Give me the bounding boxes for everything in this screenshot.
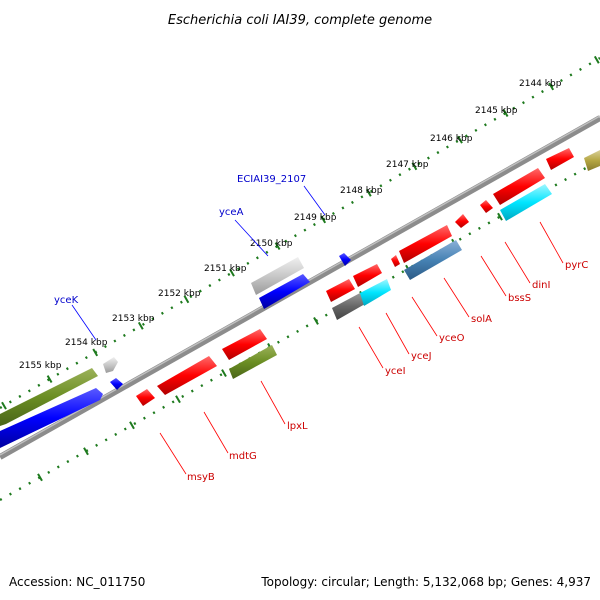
gene-label-mdtG[interactable]: mdtG <box>229 451 257 462</box>
gene-feature-red-pyrC[interactable] <box>546 148 574 170</box>
accession-text: Accession: NC_011750 <box>9 575 145 589</box>
tick-label-2150: 2150 kbp <box>250 239 293 249</box>
gene-feature-ECIAI39_2107[interactable] <box>339 253 351 266</box>
connector-yceJ <box>385 312 410 355</box>
gene-feature-olive-reverse[interactable] <box>229 345 277 379</box>
connector-bssS <box>480 255 507 297</box>
outer-tick-7 <box>320 215 327 224</box>
tick-label-2153: 2153 kbp <box>112 314 155 324</box>
connector-pyrC <box>539 221 564 264</box>
tick-label-2152: 2152 kbp <box>158 289 201 299</box>
gene-feature-red-1[interactable] <box>136 389 155 406</box>
outer-tick-13 <box>593 55 600 64</box>
tick-label-2148: 2148 kbp <box>340 186 383 196</box>
gene-feature-red-bssS[interactable] <box>455 214 469 228</box>
connector-yceA <box>234 219 269 257</box>
outer-tick-3 <box>137 321 144 330</box>
outer-tick-9 <box>411 162 418 171</box>
outer-tick-track <box>0 55 600 410</box>
connector-ECIAI39_2107 <box>303 185 326 216</box>
outer-tick-0 <box>1 401 7 410</box>
gene-feature-olive-forward[interactable] <box>0 368 98 426</box>
gene-feature-red-solA[interactable] <box>399 225 452 263</box>
tick-labels: 2144 kbp 2145 kbp 2146 kbp 2147 kbp 2148… <box>19 79 562 371</box>
outer-tick-12 <box>548 82 555 91</box>
tick-label-2146: 2146 kbp <box>430 134 473 144</box>
tick-label-2151: 2151 kbp <box>204 264 247 274</box>
connector-solA <box>443 277 470 318</box>
gene-label-bssS[interactable]: bssS <box>508 293 531 304</box>
gene-feature-red-yceJ[interactable] <box>353 264 382 287</box>
gene-feature-red-bssS-2[interactable] <box>480 200 493 213</box>
forward-blue-genes <box>0 274 310 448</box>
gene-feature-steel-solA[interactable] <box>404 240 462 280</box>
gene-feature-yceK[interactable] <box>103 357 118 373</box>
forward-genes <box>0 150 600 426</box>
inner-tick-2 <box>129 421 135 430</box>
gene-label-msyB[interactable]: msyB <box>187 472 215 483</box>
gene-feature-blue-mid[interactable] <box>259 274 310 309</box>
tick-label-2145: 2145 kbp <box>475 106 518 116</box>
inner-tick-4 <box>221 369 227 378</box>
tick-label-2149: 2149 kbp <box>294 213 337 223</box>
gene-feature-red-dinI[interactable] <box>493 168 545 205</box>
gene-feature-red-yceI[interactable] <box>326 279 355 302</box>
gene-feature-cyan-dinI[interactable] <box>500 184 552 221</box>
outer-tick-11 <box>502 109 509 118</box>
outer-tick-1 <box>46 375 53 384</box>
tick-label-2154: 2154 kbp <box>65 338 108 348</box>
tick-label-2155: 2155 kbp <box>19 361 62 371</box>
gene-feature-dgrey-yceI[interactable] <box>332 293 365 320</box>
inner-tick-0 <box>37 473 43 482</box>
outer-tick-8 <box>365 188 372 197</box>
gene-label-solA[interactable]: solA <box>471 314 492 325</box>
reverse-genes <box>136 148 574 406</box>
inner-tick-3 <box>175 395 181 404</box>
gene-label-yceA[interactable]: yceA <box>219 207 244 218</box>
gene-feature-red-small-yceO[interactable] <box>391 255 400 267</box>
connector-dinI <box>504 241 531 284</box>
gene-feature-blue-small[interactable] <box>110 378 123 390</box>
inner-tick-6 <box>313 316 319 325</box>
connector-yceO <box>411 296 438 337</box>
gene-feature-cyan-yceJ[interactable] <box>360 279 391 306</box>
gene-label-pyrC[interactable]: pyrC <box>565 260 588 271</box>
tick-label-2147: 2147 kbp <box>386 160 429 170</box>
tick-label-2144: 2144 kbp <box>519 79 562 89</box>
connector-yceK <box>71 304 97 341</box>
outer-tick-10 <box>457 135 463 144</box>
gene-label-ECIAI39_2107[interactable]: ECIAI39_2107 <box>237 174 306 185</box>
outer-tick-4 <box>183 295 190 304</box>
outer-tick-5 <box>229 268 235 277</box>
outer-tick-6 <box>274 242 281 251</box>
gene-feature-yceA[interactable] <box>251 257 304 295</box>
gene-label-yceO[interactable]: yceO <box>439 333 465 344</box>
connector-yceI <box>358 326 384 369</box>
gene-label-yceI[interactable]: yceI <box>385 366 406 377</box>
gene-labels: yceK yceA ECIAI39_2107 pyrC dinI bssS so… <box>54 174 588 483</box>
gene-feature-mdtG[interactable] <box>157 356 217 395</box>
outer-major-ticks <box>1 55 600 410</box>
gene-label-lpxL[interactable]: lpxL <box>287 421 308 432</box>
label-connectors <box>71 185 564 475</box>
map-title: Escherichia coli IAI39, complete genome <box>168 13 432 28</box>
connector-mdtG <box>203 411 229 454</box>
inner-tick-10 <box>497 212 503 221</box>
connector-lpxL <box>260 380 286 425</box>
outer-tick-2 <box>92 348 99 357</box>
genome-summary-text: Topology: circular; Length: 5,132,068 bp… <box>260 575 591 589</box>
gene-label-yceJ[interactable]: yceJ <box>411 351 432 362</box>
gene-feature-lpxL[interactable] <box>222 329 267 360</box>
connector-msyB <box>159 432 187 475</box>
gene-label-yceK[interactable]: yceK <box>54 295 79 306</box>
inner-tick-1 <box>83 447 89 456</box>
gene-feature-blue-long[interactable] <box>0 388 103 448</box>
gene-label-dinI[interactable]: dinI <box>532 280 550 291</box>
gene-feature-khaki[interactable] <box>584 150 600 171</box>
